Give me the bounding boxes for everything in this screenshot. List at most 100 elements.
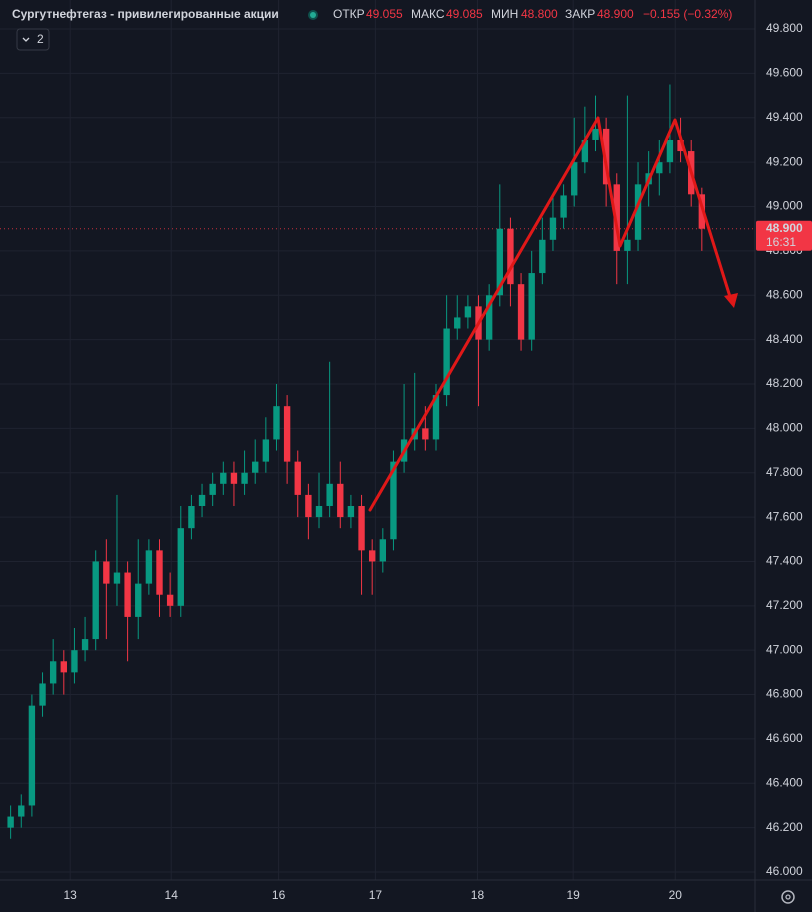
candle-body <box>145 550 153 584</box>
candle-body <box>677 139 684 152</box>
last-price-time: 16:31 <box>766 235 796 249</box>
candle-body <box>507 228 514 285</box>
y-tick-label: 46.800 <box>766 687 803 701</box>
candle-body <box>666 139 674 163</box>
candle-body <box>230 472 238 484</box>
candle-body <box>71 650 78 673</box>
high-label: МАКС <box>411 7 445 21</box>
y-tick-label: 48.400 <box>766 332 803 346</box>
axes: 46.000 46.200 46.400 46.600 46.800 47.000 47.2… <box>64 21 812 902</box>
grid <box>0 0 755 880</box>
trend-arrow <box>368 116 733 512</box>
gear-icon[interactable] <box>781 890 795 904</box>
low-value: 48.800 <box>521 7 558 21</box>
candle-body <box>390 461 397 540</box>
status-dot <box>310 12 316 18</box>
candle-body <box>698 194 706 229</box>
candle-body <box>39 683 46 706</box>
candle-body <box>166 594 174 606</box>
candle-body <box>634 184 642 240</box>
candle-body <box>517 284 525 340</box>
chart-title: Сургутнефтегаз - привилегированные акции <box>12 7 279 21</box>
y-tick-label: 47.000 <box>766 642 803 656</box>
last-price-label: 48.900 <box>766 221 803 235</box>
candle-body <box>443 328 450 396</box>
candle-body <box>581 139 589 163</box>
y-tick-label: 49.200 <box>766 154 803 168</box>
candle-body <box>60 661 67 673</box>
candle-body <box>337 483 344 518</box>
header: Сургутнефтегаз - привилегированные акции… <box>12 7 732 51</box>
y-tick-label: 49.800 <box>766 21 803 35</box>
candle-body <box>156 550 163 595</box>
candle-body <box>347 505 355 518</box>
y-tick-label: 48.000 <box>766 421 803 435</box>
y-tick-label: 48.600 <box>766 287 803 301</box>
y-tick-label: 46.600 <box>766 731 803 745</box>
candle-body <box>113 572 121 584</box>
candle-body <box>49 661 57 684</box>
candle-body <box>28 705 36 806</box>
candle-body <box>283 406 291 462</box>
x-tick-label: 20 <box>669 888 683 902</box>
candle-body <box>454 317 461 329</box>
open-value: 49.055 <box>366 7 403 21</box>
y-tick-label: 48.200 <box>766 376 803 390</box>
change-value: −0.155 (−0.32%) <box>643 7 732 21</box>
candle-body <box>81 639 89 651</box>
x-tick-label: 14 <box>165 888 179 902</box>
candle-body <box>422 428 429 440</box>
y-tick-label: 47.200 <box>766 598 803 612</box>
candle-body <box>135 583 142 617</box>
y-tick-label: 49.400 <box>766 110 803 124</box>
indicator-count: 2 <box>37 32 44 46</box>
candle-body <box>124 572 131 617</box>
candle-body <box>294 461 301 495</box>
x-tick-label: 13 <box>64 888 78 902</box>
high-value: 49.085 <box>446 7 483 21</box>
candle-body <box>305 494 312 518</box>
candle-body <box>177 528 184 606</box>
y-tick-label: 49.000 <box>766 199 803 213</box>
candle-body <box>624 239 631 251</box>
candle-body <box>252 461 259 473</box>
x-tick-label: 16 <box>272 888 286 902</box>
candle-body <box>571 162 578 196</box>
candle-body <box>315 505 323 518</box>
annotation-arrows <box>368 116 738 512</box>
gear-center <box>785 894 791 900</box>
candle-body <box>188 505 195 529</box>
arrow-head <box>724 293 738 308</box>
candle-body <box>103 561 110 584</box>
y-tick-label: 49.600 <box>766 66 803 80</box>
y-tick-label: 46.000 <box>766 864 803 878</box>
y-tick-label: 47.800 <box>766 465 803 479</box>
candle-body <box>549 217 557 240</box>
candle-body <box>198 494 206 506</box>
candle-body <box>592 128 599 140</box>
y-tick-label: 46.400 <box>766 775 803 789</box>
settings-button[interactable] <box>781 890 795 904</box>
candle-body <box>18 805 25 817</box>
indicator-toggle[interactable] <box>16 28 50 51</box>
last-price-tag <box>756 220 812 251</box>
candle-body <box>613 184 620 251</box>
candle-body <box>560 195 567 218</box>
candle-body <box>262 439 270 462</box>
y-tick-label: 46.200 <box>766 820 803 834</box>
candle-body <box>241 472 248 484</box>
x-tick-label: 19 <box>566 888 580 902</box>
candle-body <box>539 239 546 274</box>
candle-body <box>92 561 99 640</box>
x-tick-label: 17 <box>369 888 383 902</box>
chevron-icon <box>22 37 30 42</box>
open-label: ОТКР <box>333 7 365 21</box>
candle-body <box>464 306 472 318</box>
candle-body <box>496 228 503 296</box>
low-label: МИН <box>491 7 518 21</box>
candle-body <box>368 550 376 562</box>
candle-body <box>485 295 493 340</box>
close-label: ЗАКР <box>565 7 595 21</box>
candle-body <box>432 395 440 440</box>
